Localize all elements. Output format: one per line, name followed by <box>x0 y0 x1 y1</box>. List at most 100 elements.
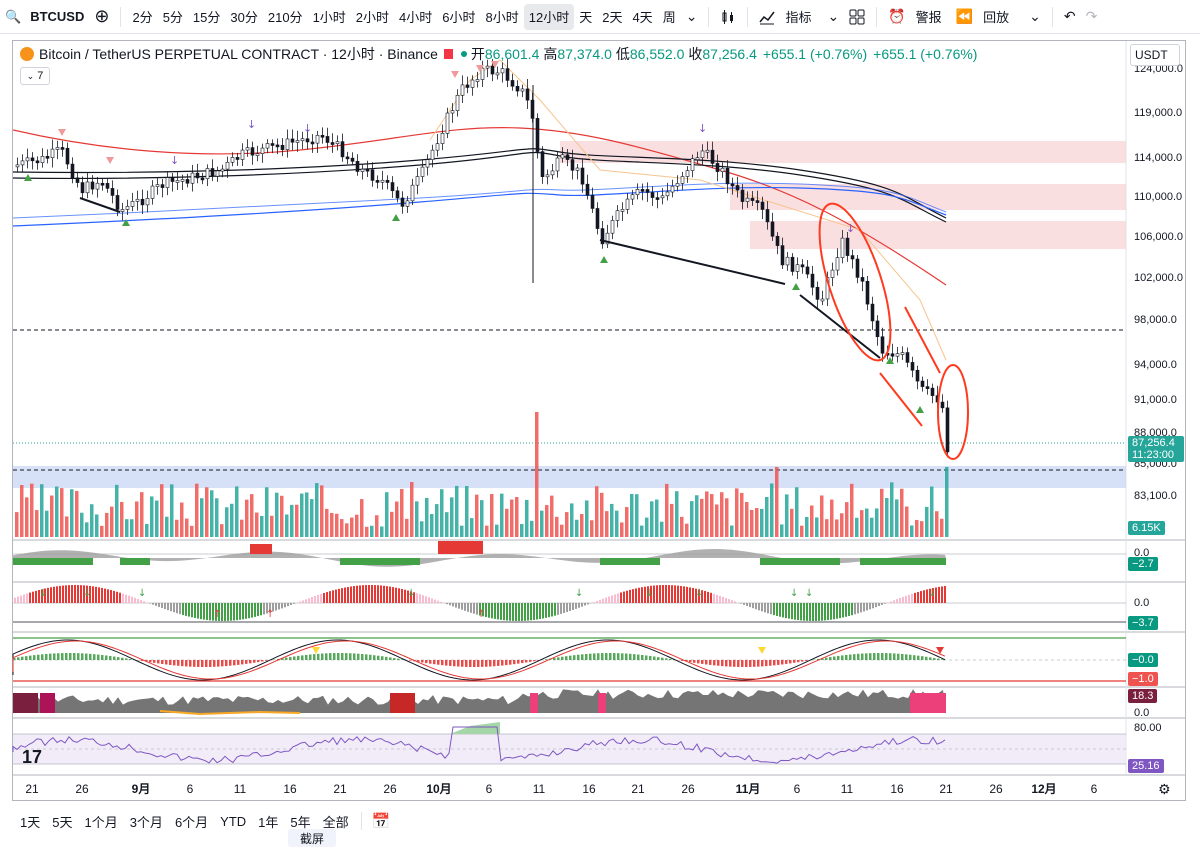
volume-bar <box>600 492 604 537</box>
layout-grid-icon[interactable] <box>844 4 870 30</box>
trend-line[interactable] <box>79 197 121 213</box>
volume-bar <box>140 492 144 537</box>
interval-12h[interactable]: 12小时 <box>523 3 575 30</box>
interval-210m[interactable]: 210分 <box>267 10 303 25</box>
candle-body <box>175 180 180 183</box>
candle-body <box>445 112 450 134</box>
interval-2h[interactable]: 2小时 <box>355 10 390 25</box>
candle-style-icon[interactable] <box>715 4 741 30</box>
time-axis[interactable]: 21 26 9月 6 11 16 21 26 10月 6 11 16 21 26 11月 6 11 16 21 26 1… <box>25 782 1097 796</box>
chevron-down-icon[interactable]: ⌄ <box>1029 8 1041 24</box>
add-symbol-button[interactable]: ⊕ <box>94 6 110 26</box>
histogram-bar <box>149 603 151 604</box>
replay-button[interactable]: 回放 <box>983 10 1010 25</box>
interval-2d[interactable]: 2天 <box>602 10 623 25</box>
ma-red-line <box>13 127 947 286</box>
interval-30m[interactable]: 30分 <box>230 10 258 25</box>
currency-select[interactable]: USDT <box>1130 44 1180 66</box>
interval-2m[interactable]: 2分 <box>132 10 153 25</box>
volume-bar <box>635 494 639 537</box>
histogram-bar <box>517 660 520 664</box>
indicators-count-badge[interactable]: ⌄ 7 <box>20 67 50 85</box>
interval-1d[interactable]: 天 <box>579 10 593 25</box>
interval-dropdown-icon[interactable]: ⌄ <box>685 8 698 24</box>
symbol-name[interactable]: BTCUSD <box>30 9 85 24</box>
rewind-icon[interactable]: ⏪ <box>955 8 974 24</box>
annotation-line[interactable] <box>904 306 941 374</box>
annotation-line[interactable] <box>879 372 923 427</box>
volume-bar <box>785 494 789 537</box>
range-6m[interactable]: 6个月 <box>174 814 209 830</box>
histogram-bar <box>893 600 895 603</box>
chart-title[interactable]: Bitcoin / TetherUS PERPETUAL CONTRACT · … <box>39 46 438 62</box>
histogram-bar <box>569 603 571 611</box>
rsi-pane[interactable] <box>12 722 1126 765</box>
interval-1w[interactable]: 周 <box>662 10 676 25</box>
histogram-bar <box>488 603 490 618</box>
annotation-ellipse[interactable] <box>805 196 905 368</box>
volume-bar <box>160 484 164 537</box>
indicator-pane-1[interactable] <box>13 541 1126 567</box>
interval-4d[interactable]: 4天 <box>632 10 653 25</box>
range-1m[interactable]: 1个月 <box>84 814 118 830</box>
indicators-button[interactable]: 指标 <box>785 10 812 25</box>
symbol-search-icon[interactable]: 🔍 <box>5 8 22 24</box>
candle-body <box>330 142 335 145</box>
alarm-clock-icon[interactable]: ⏰ <box>888 8 906 24</box>
interval-4h[interactable]: 4小时 <box>399 10 433 25</box>
interval-5m[interactable]: 5分 <box>162 10 183 25</box>
indicator-pane-2[interactable]: ↓ ↓ ↓ ↓ ↓ ↓ ↓ ↓ ↓ ↓ ↑ ↑ ↑ <box>13 585 1126 623</box>
annotation-ellipse[interactable] <box>937 364 969 460</box>
volume-bar <box>650 501 654 537</box>
histogram-bar <box>637 654 640 660</box>
undo-icon[interactable]: ↶ <box>1063 8 1076 24</box>
range-5d[interactable]: 5天 <box>52 814 73 830</box>
histogram-bar <box>680 585 682 603</box>
histogram-bar <box>117 657 120 660</box>
indicator-pane-4[interactable] <box>13 689 946 716</box>
interval-6h[interactable]: 6小时 <box>442 10 476 25</box>
indicators-icon[interactable] <box>754 4 780 30</box>
candle-body <box>630 194 635 200</box>
candle-body <box>695 157 700 160</box>
range-1d[interactable]: 1天 <box>20 814 41 830</box>
range-ytd[interactable]: YTD <box>220 813 247 829</box>
histogram-bar <box>153 660 156 663</box>
volume-bar <box>65 516 69 537</box>
indicator-pane-3[interactable] <box>12 637 1126 682</box>
candle-body <box>135 198 140 202</box>
range-3m[interactable]: 3个月 <box>129 814 163 830</box>
histogram-bar <box>281 658 284 660</box>
histogram-bar <box>122 593 124 603</box>
volume-bar <box>130 519 134 537</box>
histogram-bar <box>20 595 22 603</box>
interval-1h[interactable]: 1小时 <box>312 10 346 25</box>
buy-signal-triangle <box>600 256 608 263</box>
trend-line[interactable] <box>799 294 881 359</box>
range-all[interactable]: 全部 <box>322 814 349 830</box>
volume-bar <box>820 495 824 537</box>
histogram-bar <box>242 603 244 620</box>
down-arrow-icon: ↓ <box>39 588 47 599</box>
calendar-goto-icon[interactable]: 📅 <box>371 813 391 830</box>
price-axis-label: 119,000.0 <box>1134 107 1182 119</box>
gear-icon[interactable]: ⚙ <box>1158 782 1171 798</box>
range-5y[interactable]: 5年 <box>290 814 311 830</box>
candle-body <box>435 143 440 151</box>
histogram-bar <box>41 654 44 660</box>
range-1y[interactable]: 1年 <box>258 814 279 830</box>
flag-icon[interactable] <box>443 49 453 59</box>
chevron-down-icon[interactable]: ⌄ <box>827 8 840 24</box>
interval-15m[interactable]: 15分 <box>192 10 221 25</box>
volume-bar <box>235 486 239 537</box>
histogram-bar <box>705 660 708 665</box>
interval-8h[interactable]: 8小时 <box>485 10 519 25</box>
histogram-bar <box>59 585 61 603</box>
histogram-bar <box>74 585 76 603</box>
alert-button[interactable]: 警报 <box>915 10 942 25</box>
redo-icon[interactable]: ↷ <box>1085 8 1098 24</box>
trend-line[interactable] <box>599 239 786 285</box>
volume-bar <box>695 495 699 537</box>
histogram-bar <box>129 659 132 660</box>
